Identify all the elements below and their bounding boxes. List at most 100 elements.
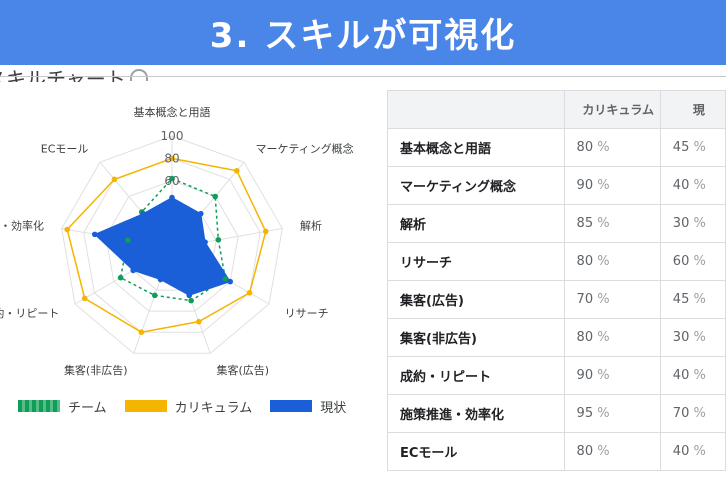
- axis-label: 推進・効率化: [0, 218, 44, 232]
- series-1-point: [81, 295, 88, 302]
- current-number: 40: [672, 368, 690, 383]
- table-row: ECモール 80 % 40 %: [387, 432, 726, 471]
- skill-name: 集客(広告): [387, 280, 565, 319]
- legend-item-curriculum[interactable]: カリキュラム: [124, 397, 253, 416]
- percent-unit: %: [597, 140, 610, 155]
- percent-unit: %: [597, 254, 610, 269]
- percent-unit: %: [693, 254, 706, 269]
- series-1-point: [233, 167, 240, 174]
- table-row: リサーチ 80 % 60 %: [387, 242, 726, 281]
- series-2-point: [91, 231, 98, 238]
- legend-item-current[interactable]: 現状: [270, 397, 346, 416]
- current-number: 40: [672, 444, 690, 459]
- skill-name: 施策推進・効率化: [387, 394, 565, 433]
- legend-label-current: 現状: [320, 400, 347, 416]
- series-1-point: [262, 228, 269, 235]
- series-1-point: [196, 318, 202, 325]
- series-1-point: [138, 329, 145, 335]
- curriculum-number: 90: [576, 368, 594, 383]
- percent-unit: %: [597, 406, 610, 421]
- curriculum-number: 85: [576, 216, 594, 231]
- curriculum-number: 80: [576, 444, 594, 459]
- curriculum-value: 70 %: [563, 280, 661, 319]
- series-0-point: [222, 276, 229, 282]
- current-number: 45: [672, 292, 690, 307]
- curriculum-value: 80 %: [563, 242, 661, 281]
- curriculum-value: 90 %: [563, 166, 661, 205]
- info-icon[interactable]: [130, 69, 148, 81]
- table-row: 解析 85 % 30 %: [387, 204, 726, 243]
- legend-label-team: チーム: [68, 400, 107, 416]
- percent-unit: %: [693, 368, 706, 383]
- axis-label: 集客(非広告): [64, 363, 128, 377]
- percent-unit: %: [693, 140, 706, 155]
- current-value: 70 %: [659, 394, 726, 433]
- skill-name: 成約・リピート: [387, 356, 565, 395]
- curriculum-value: 85 %: [563, 204, 661, 243]
- current-number: 70: [672, 406, 690, 421]
- series-0-point: [125, 237, 131, 244]
- curriculum-number: 80: [576, 330, 594, 345]
- series-0-point: [169, 175, 175, 182]
- curriculum-number: 80: [576, 140, 594, 155]
- curriculum-value: 80 %: [563, 432, 661, 471]
- percent-unit: %: [597, 368, 610, 383]
- percent-unit: %: [693, 330, 706, 345]
- series-0-shape: [119, 177, 227, 302]
- header-curriculum[interactable]: カリキュラム: [563, 90, 661, 129]
- curriculum-number: 80: [576, 254, 594, 269]
- percent-unit: %: [597, 292, 610, 307]
- percent-unit: %: [597, 330, 610, 345]
- current-number: 30: [672, 330, 690, 345]
- series-1-point: [64, 226, 71, 233]
- skill-name: リサーチ: [387, 242, 565, 281]
- divider: [0, 76, 726, 77]
- banner-title: 3. スキルが可視化: [209, 16, 517, 56]
- axis-label: ECモール: [41, 142, 89, 155]
- skill-name: 基本概念と用語: [387, 128, 565, 167]
- series-1-point: [169, 155, 175, 162]
- current-value: 45 %: [659, 128, 726, 167]
- series-0-point: [215, 237, 222, 243]
- skill-name: 集客(非広告): [387, 318, 565, 357]
- percent-unit: %: [693, 216, 706, 231]
- curriculum-value: 95 %: [563, 394, 661, 433]
- table-row: マーケティング概念 90 % 40 %: [387, 166, 726, 205]
- legend-item-team[interactable]: チーム: [18, 397, 107, 416]
- legend-swatch-current: [270, 400, 313, 412]
- series-2-point: [130, 267, 137, 274]
- series-0-point: [212, 193, 218, 200]
- skill-name: 解析: [387, 204, 565, 243]
- percent-unit: %: [693, 444, 706, 459]
- legend-swatch-curriculum: [124, 400, 167, 412]
- series-2-point: [157, 276, 164, 283]
- skills-table: カリキュラム 現 基本概念と用語 80 % 45 % マーケティング概念 90 % 40 …: [387, 90, 726, 471]
- percent-unit: %: [597, 444, 610, 459]
- curriculum-number: 95: [576, 406, 594, 421]
- series-1-point: [111, 176, 118, 183]
- current-value: 30 %: [659, 318, 726, 357]
- curriculum-number: 70: [576, 292, 594, 307]
- current-number: 60: [672, 254, 690, 269]
- axis-label: 解析: [300, 218, 322, 232]
- series-0-point: [117, 274, 124, 281]
- table-row: 成約・リピート 90 % 40 %: [387, 356, 726, 395]
- percent-unit: %: [597, 178, 610, 193]
- table-row: 集客(広告) 70 % 45 %: [387, 280, 726, 319]
- series-2-point: [227, 278, 233, 285]
- legend-label-curriculum: カリキュラム: [174, 400, 253, 416]
- current-value: 40 %: [659, 166, 726, 205]
- current-value: 30 %: [659, 204, 726, 243]
- header-current[interactable]: 現: [659, 90, 726, 129]
- curriculum-number: 90: [576, 178, 594, 193]
- series-0-point: [188, 297, 194, 304]
- tick-label: 100: [161, 129, 184, 143]
- axis-label: 集客(広告): [216, 363, 269, 377]
- current-number: 40: [672, 178, 690, 193]
- series-0-point: [151, 292, 158, 299]
- series-2-point: [140, 210, 147, 217]
- current-number: 45: [672, 140, 690, 155]
- skill-name: マーケティング概念: [387, 166, 565, 205]
- tick-label: 80: [164, 151, 179, 165]
